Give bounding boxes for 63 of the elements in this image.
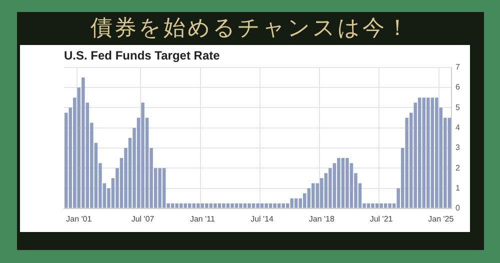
bar bbox=[277, 203, 281, 208]
bar bbox=[346, 158, 349, 208]
y-tick-label: 2 bbox=[456, 163, 461, 172]
bar bbox=[294, 198, 298, 208]
bar bbox=[430, 98, 434, 208]
y-tick-label: 1 bbox=[456, 183, 461, 192]
bar bbox=[243, 203, 247, 208]
y-tick-label: 5 bbox=[456, 102, 461, 112]
bar bbox=[179, 203, 183, 208]
bar bbox=[175, 203, 178, 208]
bar bbox=[248, 203, 251, 208]
x-tick-label: Jul '14 bbox=[250, 214, 274, 224]
bar bbox=[230, 203, 234, 208]
bar bbox=[158, 168, 162, 208]
y-tick-label: 6 bbox=[456, 82, 461, 92]
bar bbox=[371, 203, 374, 208]
bar bbox=[435, 98, 438, 208]
bar bbox=[239, 203, 242, 208]
bar bbox=[337, 158, 340, 208]
bar bbox=[222, 203, 226, 208]
bar bbox=[264, 203, 268, 208]
bar bbox=[214, 203, 217, 208]
bar bbox=[218, 203, 222, 208]
bar bbox=[341, 158, 345, 208]
bar bbox=[162, 168, 166, 208]
x-tick-label: Jul '21 bbox=[370, 214, 394, 224]
bar bbox=[209, 203, 213, 208]
chart-subtitle: U.S. Fed Funds Target Rate bbox=[64, 48, 220, 63]
bar bbox=[290, 198, 294, 208]
y-tick-label: 3 bbox=[456, 143, 461, 152]
bar bbox=[170, 203, 174, 208]
bar bbox=[252, 203, 256, 208]
x-tick-label: Jul '07 bbox=[131, 214, 155, 224]
bar bbox=[226, 203, 230, 208]
bar bbox=[260, 203, 264, 208]
bar bbox=[388, 203, 392, 208]
bar bbox=[448, 118, 452, 208]
bar bbox=[192, 203, 196, 208]
bar bbox=[256, 203, 260, 208]
y-tick-label: 4 bbox=[456, 123, 461, 132]
bar bbox=[184, 203, 188, 208]
y-tick-label: 0 bbox=[456, 204, 461, 213]
bar bbox=[196, 203, 200, 208]
bar bbox=[200, 203, 204, 208]
bar bbox=[366, 203, 370, 208]
x-tick-label: Jan '11 bbox=[190, 214, 216, 224]
bar bbox=[380, 203, 383, 208]
y-tick-label: 7 bbox=[456, 62, 461, 72]
x-tick-label: Jan '01 bbox=[66, 214, 92, 224]
bar bbox=[384, 203, 388, 208]
x-tick-label: Jan '25 bbox=[428, 214, 454, 224]
x-tick-label: Jan '18 bbox=[308, 214, 335, 224]
bar bbox=[205, 203, 208, 208]
bar bbox=[312, 183, 315, 208]
bar bbox=[234, 203, 238, 208]
bar bbox=[282, 203, 285, 208]
bar bbox=[375, 203, 379, 208]
chart-title: 債券を始めるチャンスは今！ bbox=[90, 15, 412, 43]
bar bbox=[141, 102, 144, 208]
bar bbox=[273, 203, 276, 208]
bar bbox=[268, 203, 272, 208]
bar bbox=[82, 77, 85, 208]
bar bbox=[418, 98, 422, 208]
